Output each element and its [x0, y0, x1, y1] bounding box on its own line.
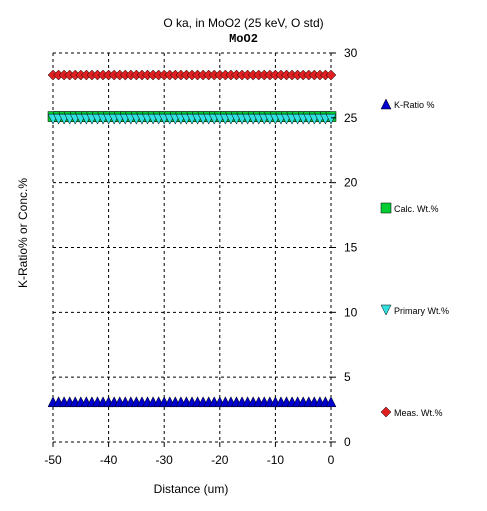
y-tick-label: 10	[344, 305, 358, 319]
x-tick-label: -50	[44, 453, 62, 467]
x-tick-label: 0	[328, 453, 335, 467]
legend-marker-meas-wt	[380, 406, 392, 418]
legend-marker-primary-wt	[380, 304, 392, 316]
legend-label-k-ratio: K-Ratio %	[394, 100, 435, 110]
chart-subtitle: MoO2	[229, 32, 258, 46]
axis-ticks: -50 -40 -30 -20 -10 00 5 10 15 20 25 30	[44, 46, 357, 467]
legend-marker-k-ratio	[380, 98, 392, 110]
y-tick-label: 30	[344, 46, 358, 60]
legend-label-meas-wt: Meas. Wt.%	[394, 408, 443, 418]
legend: K-Ratio % Calc. Wt.% Primary Wt.% Meas. Wt.…	[380, 98, 449, 418]
x-axis-label: Distance (um)	[154, 482, 229, 496]
point-k-ratio	[325, 396, 337, 408]
data-points	[47, 69, 337, 408]
x-tick-label: -40	[100, 453, 118, 467]
x-tick-label: -20	[211, 453, 229, 467]
x-tick-label: -30	[156, 453, 174, 467]
legend-label-calc-wt: Calc. Wt.%	[394, 204, 439, 214]
chart-title: O ka, in MoO2 (25 keV, O std)	[163, 16, 324, 30]
y-tick-label: 0	[344, 435, 351, 449]
point-meas-wt	[325, 69, 337, 81]
y-tick-label: 20	[344, 176, 358, 190]
legend-marker-calc-wt	[380, 202, 392, 214]
point-primary-wt	[325, 113, 337, 125]
y-tick-label: 15	[344, 241, 358, 255]
x-tick-label: -10	[267, 453, 285, 467]
y-tick-label: 5	[344, 370, 351, 384]
y-axis-label: K-Ratio% or Conc.%	[16, 178, 30, 288]
legend-label-primary-wt: Primary Wt.%	[394, 306, 449, 316]
y-tick-label: 25	[344, 111, 358, 125]
